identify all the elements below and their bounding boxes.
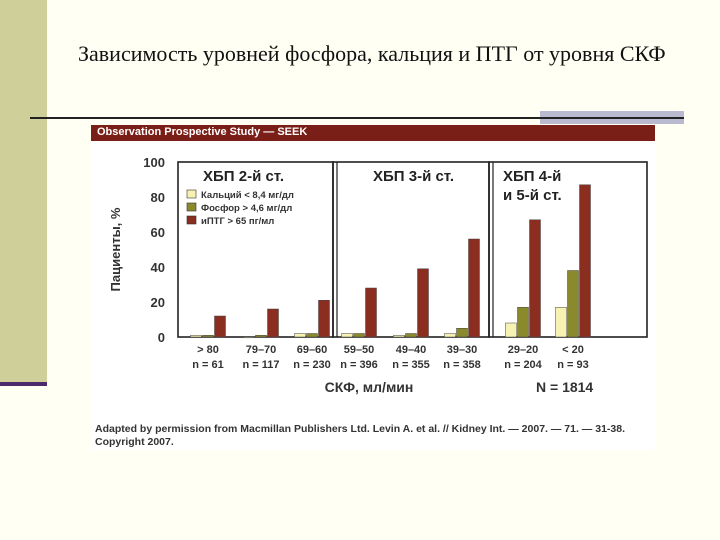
n-label: n = 204 [504,359,542,371]
chart-figure: Observation Prospective Study — SEEK 0 20… [91,125,655,450]
panel-frame [177,161,334,338]
legend-label: Фосфор > 4,6 мг/дл [201,203,292,214]
x-tick-label: 39–30 [447,344,478,356]
legend-swatch [186,202,197,212]
bar [567,270,579,338]
n-label: n = 93 [557,359,589,371]
y-tick-label: 20 [151,295,165,310]
x-tick-label: < 20 [562,344,584,356]
x-tick-label: 29–20 [508,344,539,356]
legend-label: Кальций < 8,4 мг/дл [201,190,294,201]
bar [529,219,541,338]
title-divider [30,117,684,119]
chart-credit: Adapted by permission from Macmillan Pub… [95,423,625,448]
n-label: n = 355 [392,359,430,371]
panel-label: ХБП 2-й ст. [203,168,284,185]
n-label: n = 117 [242,359,279,371]
x-axis-label: СКФ, мл/мин [325,379,414,395]
chart-header: Observation Prospective Study — SEEK [91,125,655,141]
x-tick-label: 49–40 [396,344,427,356]
bar [517,307,529,338]
bar [190,335,202,338]
bar [243,336,255,339]
bar [456,328,468,338]
bar [318,300,330,338]
bar [579,184,591,338]
panel-label: ХБП 4-й [503,168,561,185]
bar [306,333,318,338]
bar [405,333,417,338]
bar [365,287,377,338]
decorative-left-band-underline [0,382,47,386]
legend-swatch [186,189,197,199]
total-label: N = 1814 [536,379,593,395]
bar-chart: 0 20 40 60 80 100 Пациенты, % ХБП 2-й ст. ХБП 3-… [108,155,648,395]
x-tick-label: 59–50 [344,344,375,356]
panel-label: ХБП 3-й ст. [373,168,454,185]
bar [417,268,429,338]
bar [444,333,456,338]
n-label: n = 230 [293,359,331,371]
bar [468,238,480,338]
n-label: n = 358 [443,359,481,371]
y-tick-label: 0 [158,330,165,345]
y-tick-label: 60 [151,225,165,240]
n-label: n = 61 [192,359,224,371]
bar [214,315,226,338]
panel-frame [332,161,490,338]
x-tick-label: 69–60 [297,344,328,356]
y-tick-label: 40 [151,260,165,275]
decorative-left-band [0,0,47,382]
bar [294,333,306,338]
panel-label: и 5-й ст. [503,187,562,204]
bar [267,308,279,338]
x-tick-label: > 80 [197,344,219,356]
chart-title: Observation Prospective Study — SEEK [97,126,308,138]
bar [202,335,214,338]
bar [353,333,365,338]
y-tick-label: 100 [143,155,165,170]
bar [505,322,517,338]
x-tick-label: 79–70 [246,344,277,356]
bar [341,333,353,338]
bar [555,307,567,338]
slide-title: Зависимость уровней фосфора, кальция и П… [78,41,666,66]
y-axis-label: Пациенты, % [108,207,123,291]
legend-label: иПТГ > 65 пг/мл [201,216,274,227]
legend-swatch [186,215,197,225]
n-label: n = 396 [340,359,378,371]
y-tick-label: 80 [151,190,165,205]
bar [393,335,405,338]
bar [255,335,267,338]
